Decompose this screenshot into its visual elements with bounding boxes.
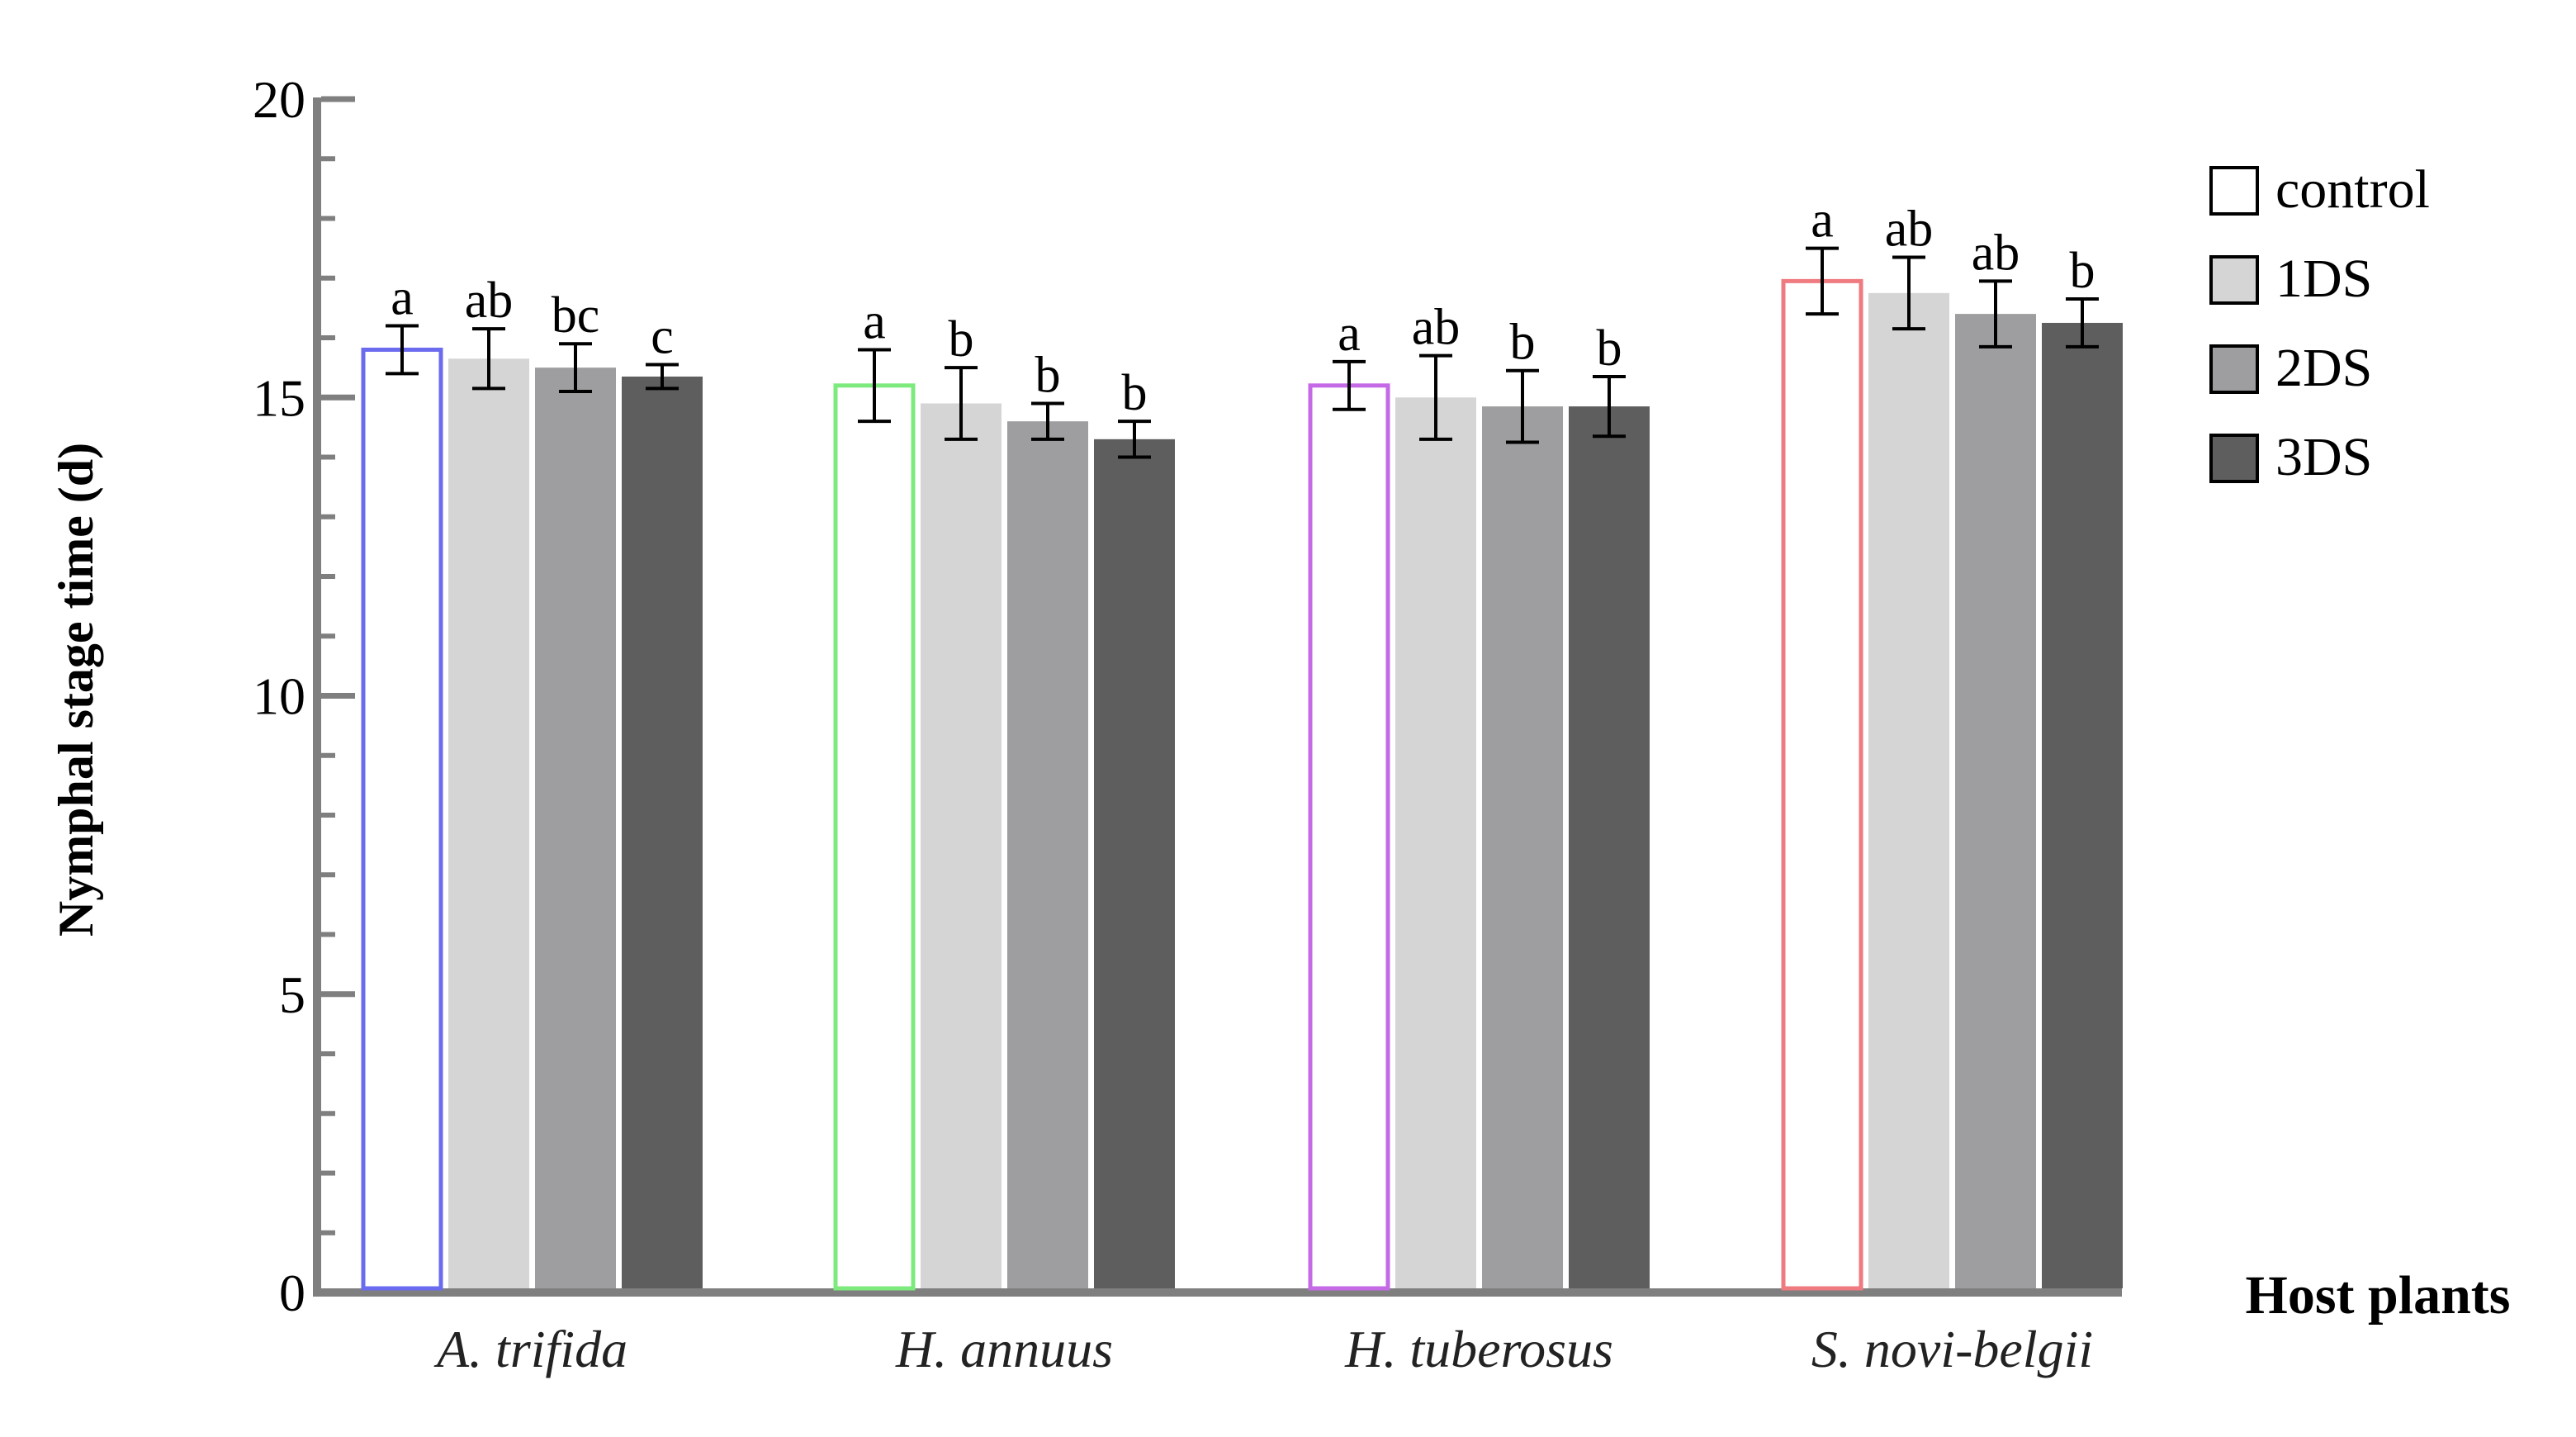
bar-3DS-4 bbox=[2042, 322, 2123, 1288]
significance-letter: b bbox=[1122, 365, 1148, 421]
x-tick-label: S. novi-belgii bbox=[1811, 1320, 2093, 1378]
legend-swatch-1DS bbox=[2209, 255, 2259, 305]
significance-letter: a bbox=[1811, 192, 1834, 249]
y-tick-label: 0 bbox=[279, 1264, 305, 1322]
bar-2DS-4 bbox=[1955, 314, 2036, 1289]
bar-2DS-3 bbox=[1482, 406, 1563, 1288]
legend: control 1DS 2DS 3DS bbox=[2209, 159, 2430, 487]
bar-control-2 bbox=[833, 383, 916, 1291]
legend-label-2DS: 2DS bbox=[2275, 338, 2372, 398]
bar-3DS-1 bbox=[622, 376, 703, 1288]
bar-1DS-3 bbox=[1395, 397, 1476, 1288]
axes: 0 5 10 15 20 bbox=[253, 70, 2122, 1322]
significance-letter: b bbox=[1597, 320, 1622, 377]
significance-letter: bc bbox=[552, 287, 600, 344]
bar-control-3 bbox=[1308, 383, 1390, 1291]
significance-letter: b bbox=[949, 311, 974, 368]
significance-letter: ab bbox=[465, 273, 514, 329]
bar-1DS-4 bbox=[1868, 292, 1949, 1288]
significance-letter: a bbox=[391, 270, 414, 326]
significance-letter: a bbox=[1338, 306, 1361, 362]
x-tick-label: H. annuus bbox=[895, 1320, 1113, 1378]
bars bbox=[361, 246, 2123, 1291]
bar-3DS-3 bbox=[1569, 406, 1650, 1288]
legend-swatch-2DS bbox=[2209, 344, 2259, 394]
y-tick-label: 10 bbox=[253, 667, 305, 726]
significance-letter: c bbox=[651, 309, 674, 365]
legend-swatch-3DS bbox=[2209, 434, 2259, 483]
legend-label-1DS: 1DS bbox=[2275, 249, 2372, 309]
significance-letter: b bbox=[1510, 315, 1536, 371]
significance-letter: ab bbox=[1972, 225, 2020, 281]
y-tick-label: 20 bbox=[253, 70, 305, 129]
bar-3DS-2 bbox=[1094, 439, 1175, 1289]
x-tick-label: H. tuberosus bbox=[1344, 1320, 1613, 1378]
y-tick-label: 5 bbox=[279, 965, 305, 1024]
y-tick-label: 15 bbox=[253, 368, 305, 427]
x-tick-label: A. trifida bbox=[433, 1320, 627, 1378]
significance-letter: ab bbox=[1885, 201, 1934, 257]
bar-control-1 bbox=[361, 347, 443, 1291]
bar-2DS-2 bbox=[1007, 421, 1088, 1288]
y-axis-title: Nymphal stage time (d) bbox=[49, 443, 103, 937]
significance-letter: b bbox=[2070, 243, 2095, 299]
significance-letter: a bbox=[863, 293, 886, 349]
legend-label-control: control bbox=[2275, 159, 2430, 220]
legend-label-3DS: 3DS bbox=[2275, 427, 2372, 487]
significance-letter: ab bbox=[1412, 300, 1461, 356]
bar-1DS-1 bbox=[448, 358, 529, 1289]
significance-letter: b bbox=[1035, 347, 1061, 403]
labels: Nymphal stage time (d) Host plants a ab bc… bbox=[49, 192, 2510, 1378]
x-axis-title: Host plants bbox=[2246, 1265, 2511, 1326]
bar-control-4 bbox=[1781, 278, 1863, 1291]
bar-2DS-1 bbox=[535, 368, 616, 1288]
legend-swatch-control bbox=[2209, 166, 2259, 216]
bar-1DS-2 bbox=[921, 403, 1002, 1289]
